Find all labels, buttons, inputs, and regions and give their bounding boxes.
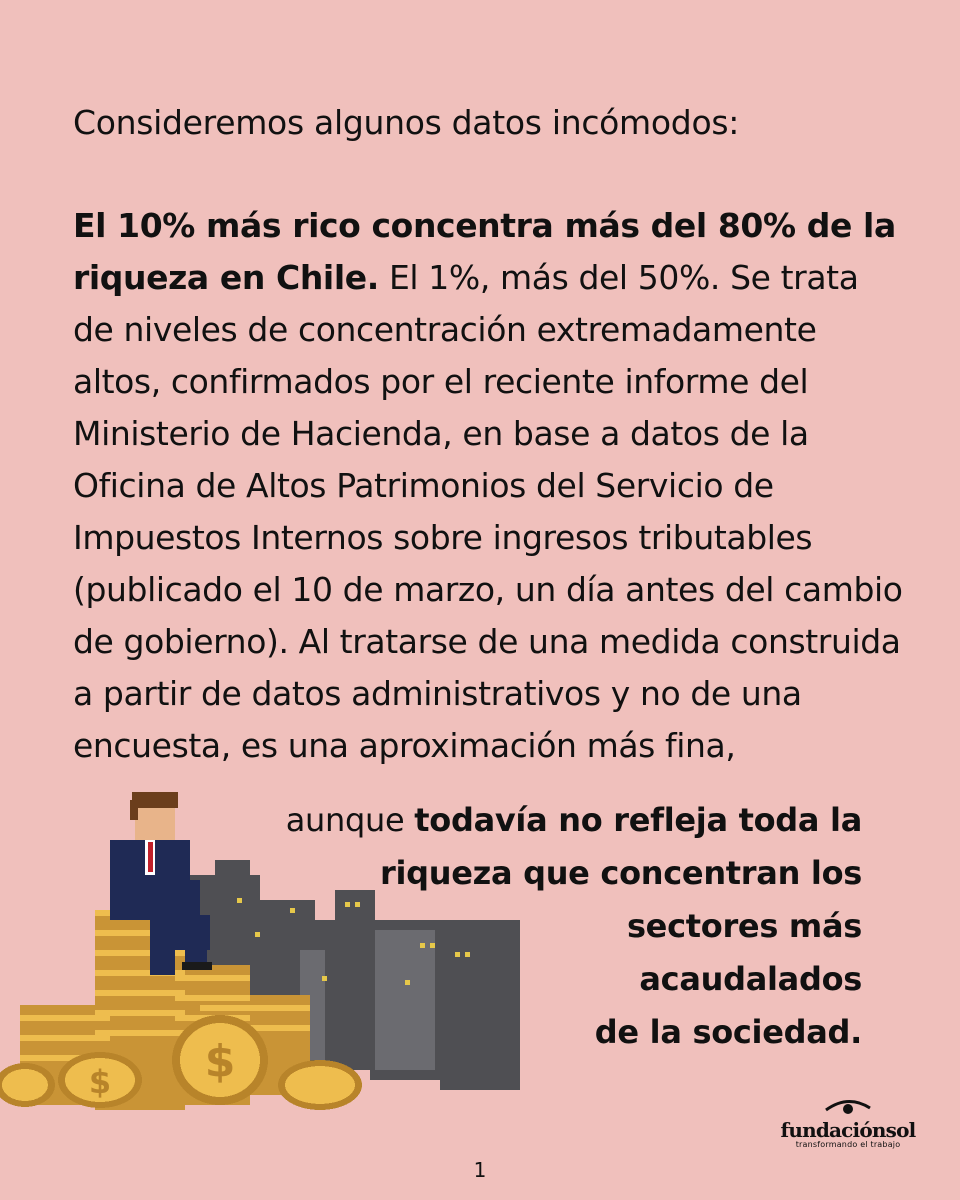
- logo-name: fundaciónsol: [780, 1118, 917, 1142]
- logo-tagline: transformando el trabajo: [795, 1140, 901, 1149]
- main-paragraph: El 10% más rico concentra más del 80% de…: [73, 200, 903, 772]
- closing-line-5: de la sociedad.: [594, 1013, 863, 1051]
- closing-normal: aunque: [285, 801, 415, 839]
- closing-text: aunque todavía no refleja toda la riquez…: [285, 794, 863, 1059]
- closing-line-3: sectores más: [626, 907, 862, 945]
- closing-line-1: todavía no refleja toda la: [414, 801, 862, 839]
- closing-line-4: acaudalados: [639, 960, 862, 998]
- paragraph-body: El 1%, más del 50%. Se trata de niveles …: [73, 258, 903, 765]
- closing-line-2: riqueza que concentran los: [379, 854, 862, 892]
- pixel-businessman-on-coins-icon: $ $: [0, 792, 520, 1110]
- bold-lead: El 10% más rico concentra más del 80% de…: [73, 206, 896, 297]
- intro-heading: Consideremos algunos datos incómodos:: [73, 103, 740, 142]
- fundacion-sol-logo: fundaciónsol transformando el trabajo: [778, 1098, 918, 1150]
- svg-text:$: $: [89, 1063, 111, 1101]
- page-number: 1: [473, 1158, 487, 1182]
- eye-swirl-icon: [825, 1100, 871, 1114]
- svg-text:$: $: [205, 1036, 236, 1087]
- coin-stacks: $ $: [0, 910, 362, 1110]
- businessman: [110, 792, 212, 975]
